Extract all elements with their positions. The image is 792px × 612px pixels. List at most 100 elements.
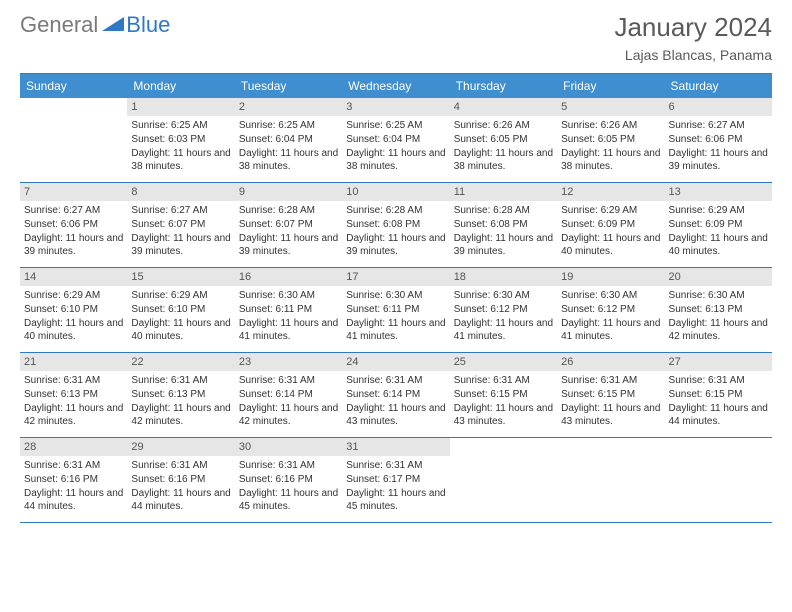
sunset-text: Sunset: 6:16 PM [239, 473, 338, 486]
daylight-text: Daylight: 11 hours and 38 minutes. [239, 147, 338, 173]
calendar-day: 6Sunrise: 6:27 AMSunset: 6:06 PMDaylight… [665, 98, 772, 182]
day-number: 8 [127, 183, 234, 201]
calendar-day: 9Sunrise: 6:28 AMSunset: 6:07 PMDaylight… [235, 183, 342, 267]
day-number: 3 [342, 98, 449, 116]
sunrise-text: Sunrise: 6:30 AM [346, 289, 445, 302]
daylight-text: Daylight: 11 hours and 40 minutes. [669, 232, 768, 258]
sunset-text: Sunset: 6:14 PM [239, 388, 338, 401]
sunset-text: Sunset: 6:15 PM [561, 388, 660, 401]
calendar-day: 13 Sunrise: 6:29 AMSunset: 6:09 PMDayligh… [665, 183, 772, 267]
sunrise-text: Sunrise: 6:31 AM [346, 459, 445, 472]
calendar-day: 16Sunrise: 6:30 AMSunset: 6:11 PMDayligh… [235, 268, 342, 352]
day-number: 15 [127, 268, 234, 286]
sunset-text: Sunset: 6:10 PM [131, 303, 230, 316]
calendar-day: 5Sunrise: 6:26 AMSunset: 6:05 PMDaylight… [557, 98, 664, 182]
calendar-day: 23Sunrise: 6:31 AMSunset: 6:14 PMDayligh… [235, 353, 342, 437]
calendar-day: 20Sunrise: 6:30 AMSunset: 6:13 PMDayligh… [665, 268, 772, 352]
brand-text-general: General [20, 12, 98, 38]
daylight-text: Daylight: 11 hours and 45 minutes. [346, 487, 445, 513]
calendar-week: 1Sunrise: 6:25 AMSunset: 6:03 PMDaylight… [20, 98, 772, 183]
calendar-day: 14Sunrise: 6:29 AMSunset: 6:10 PMDayligh… [20, 268, 127, 352]
calendar-day: 24 Sunrise: 6:31 AMSunset: 6:14 PMDayligh… [342, 353, 449, 437]
day-number: 4 [450, 98, 557, 116]
sunset-text: Sunset: 6:11 PM [346, 303, 445, 316]
sunrise-text: Sunrise: 6:28 AM [454, 204, 553, 217]
day-number: 17 [342, 268, 449, 286]
sunset-text: Sunset: 6:06 PM [669, 133, 768, 146]
sunset-text: Sunset: 6:10 PM [24, 303, 123, 316]
calendar-day: 17Sunrise: 6:30 AMSunset: 6:11 PMDayligh… [342, 268, 449, 352]
calendar-day [665, 438, 772, 522]
calendar-day [450, 438, 557, 522]
sunset-text: Sunset: 6:07 PM [239, 218, 338, 231]
sunrise-text: Sunrise: 6:31 AM [669, 374, 768, 387]
calendar-day: 26Sunrise: 6:31 AMSunset: 6:15 PMDayligh… [557, 353, 664, 437]
sunrise-text: Sunrise: 6:31 AM [346, 374, 445, 387]
day-number: 12 [557, 183, 664, 201]
day-number: 24 [342, 353, 449, 371]
calendar-day: 28Sunrise: 6:31 AMSunset: 6:16 PMDayligh… [20, 438, 127, 522]
sunset-text: Sunset: 6:14 PM [346, 388, 445, 401]
sunset-text: Sunset: 6:09 PM [669, 218, 768, 231]
sunrise-text: Sunrise: 6:30 AM [454, 289, 553, 302]
calendar-body: 1Sunrise: 6:25 AMSunset: 6:03 PMDaylight… [20, 98, 772, 523]
calendar-day: 12Sunrise: 6:29 AMSunset: 6:09 PMDayligh… [557, 183, 664, 267]
sunrise-text: Sunrise: 6:31 AM [239, 459, 338, 472]
sunset-text: Sunset: 6:08 PM [454, 218, 553, 231]
daylight-text: Daylight: 11 hours and 44 minutes. [24, 487, 123, 513]
calendar-day: 25Sunrise: 6:31 AMSunset: 6:15 PMDayligh… [450, 353, 557, 437]
sunrise-text: Sunrise: 6:27 AM [131, 204, 230, 217]
daylight-text: Daylight: 11 hours and 45 minutes. [239, 487, 338, 513]
day-number: 23 [235, 353, 342, 371]
day-number: 30 [235, 438, 342, 456]
sunset-text: Sunset: 6:05 PM [561, 133, 660, 146]
daylight-text: Daylight: 11 hours and 40 minutes. [131, 317, 230, 343]
calendar-day: 11 Sunrise: 6:28 AMSunset: 6:08 PMDayligh… [450, 183, 557, 267]
sunrise-text: Sunrise: 6:31 AM [454, 374, 553, 387]
daylight-text: Daylight: 11 hours and 39 minutes. [454, 232, 553, 258]
calendar-day: 10Sunrise: 6:28 AMSunset: 6:08 PMDayligh… [342, 183, 449, 267]
sunset-text: Sunset: 6:08 PM [346, 218, 445, 231]
day-number: 29 [127, 438, 234, 456]
sunrise-text: Sunrise: 6:31 AM [131, 374, 230, 387]
day-number: 21 [20, 353, 127, 371]
calendar-day: 8Sunrise: 6:27 AMSunset: 6:07 PMDaylight… [127, 183, 234, 267]
day-number: 14 [20, 268, 127, 286]
sunrise-text: Sunrise: 6:31 AM [561, 374, 660, 387]
day-number: 16 [235, 268, 342, 286]
daylight-text: Daylight: 11 hours and 42 minutes. [131, 402, 230, 428]
sunset-text: Sunset: 6:15 PM [669, 388, 768, 401]
dow-label: Tuesday [235, 74, 342, 98]
sunset-text: Sunset: 6:16 PM [131, 473, 230, 486]
day-number: 11 [450, 183, 557, 201]
sunrise-text: Sunrise: 6:25 AM [131, 119, 230, 132]
sunset-text: Sunset: 6:15 PM [454, 388, 553, 401]
day-of-week-header: SundayMondayTuesdayWednesdayThursdayFrid… [20, 74, 772, 98]
sunrise-text: Sunrise: 6:30 AM [669, 289, 768, 302]
daylight-text: Daylight: 11 hours and 41 minutes. [454, 317, 553, 343]
sunset-text: Sunset: 6:17 PM [346, 473, 445, 486]
calendar-day: 15 Sunrise: 6:29 AMSunset: 6:10 PMDayligh… [127, 268, 234, 352]
day-number: 20 [665, 268, 772, 286]
day-number: 27 [665, 353, 772, 371]
sunset-text: Sunset: 6:06 PM [24, 218, 123, 231]
day-number: 13 [665, 183, 772, 201]
sunset-text: Sunset: 6:13 PM [669, 303, 768, 316]
day-number: 28 [20, 438, 127, 456]
day-number: 2 [235, 98, 342, 116]
brand-triangle-icon [102, 15, 124, 36]
sunset-text: Sunset: 6:12 PM [561, 303, 660, 316]
daylight-text: Daylight: 11 hours and 43 minutes. [346, 402, 445, 428]
daylight-text: Daylight: 11 hours and 41 minutes. [239, 317, 338, 343]
sunset-text: Sunset: 6:12 PM [454, 303, 553, 316]
calendar-day: 7Sunrise: 6:27 AMSunset: 6:06 PMDaylight… [20, 183, 127, 267]
sunrise-text: Sunrise: 6:29 AM [669, 204, 768, 217]
sunrise-text: Sunrise: 6:29 AM [131, 289, 230, 302]
daylight-text: Daylight: 11 hours and 42 minutes. [24, 402, 123, 428]
daylight-text: Daylight: 11 hours and 40 minutes. [561, 232, 660, 258]
calendar-week: 21Sunrise: 6:31 AMSunset: 6:13 PMDayligh… [20, 353, 772, 438]
sunrise-text: Sunrise: 6:26 AM [454, 119, 553, 132]
calendar-day: 2Sunrise: 6:25 AMSunset: 6:04 PMDaylight… [235, 98, 342, 182]
brand-text-blue: Blue [126, 12, 170, 38]
daylight-text: Daylight: 11 hours and 38 minutes. [131, 147, 230, 173]
